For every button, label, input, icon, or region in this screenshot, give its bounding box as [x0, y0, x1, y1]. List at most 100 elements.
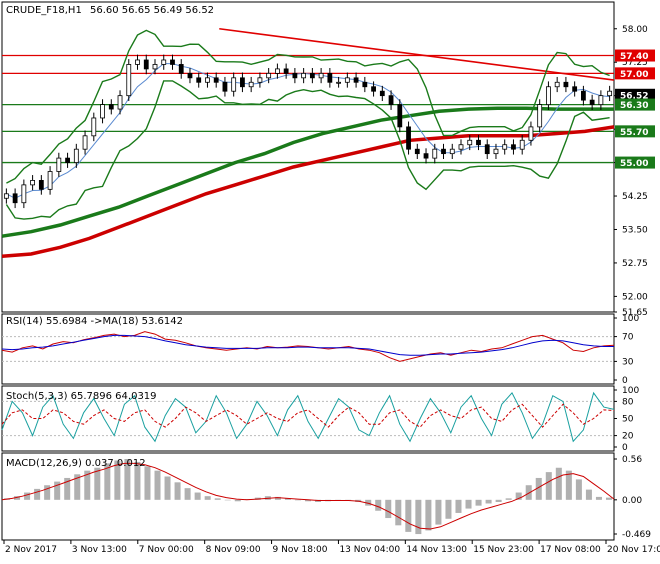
moving-average-line	[1, 106, 614, 238]
stoch-axis-label: 50	[622, 415, 634, 425]
candle-body	[91, 117, 97, 137]
macd-histogram-bar	[605, 497, 612, 500]
macd-histogram-bar	[545, 472, 552, 500]
candle-body	[336, 81, 342, 84]
candle-body	[143, 59, 149, 70]
rsi-axis-label: 70	[622, 333, 634, 343]
macd-histogram-bar	[194, 492, 201, 500]
macd-histogram-bar	[204, 496, 211, 500]
macd-histogram-bar	[154, 470, 161, 500]
macd-histogram-bar	[475, 499, 482, 506]
rsi-axis-label: 0	[622, 376, 628, 386]
macd-histogram-bar	[14, 496, 21, 500]
macd-histogram-bar	[525, 485, 532, 500]
price-title: CRUDE_F18,H1	[6, 5, 82, 16]
candle-body	[126, 64, 132, 97]
trendline	[219, 27, 615, 81]
price-tag	[615, 98, 655, 111]
macd-histogram-bar	[495, 499, 502, 503]
candle-body	[528, 126, 534, 141]
candle-body	[318, 72, 324, 79]
candle-body	[3, 193, 9, 199]
stochastic-title: Stoch(5,3,3) 65.7896 64.0319	[6, 391, 157, 402]
bollinger-middle-line	[6, 63, 610, 199]
candle-body	[196, 77, 202, 83]
time-axis-label: 3 Nov 13:00	[72, 545, 127, 555]
macd-histogram-bar	[585, 489, 592, 500]
time-axis-label: 8 Nov 09:00	[206, 545, 261, 555]
candle-body	[100, 104, 105, 119]
macd-signal-line	[1, 462, 615, 530]
macd-histogram-bar	[234, 499, 241, 502]
macd-axis-label: 0.00	[622, 496, 642, 506]
macd-histogram-bar	[184, 488, 191, 500]
price-axis-label: 54.25	[622, 192, 648, 202]
stoch-series-line	[1, 391, 615, 443]
candle-body	[581, 90, 586, 101]
candle-body	[449, 148, 455, 155]
price-tag-label: 57.40	[620, 52, 648, 62]
candle-body	[362, 81, 368, 88]
candle-body	[423, 153, 429, 159]
macd-histogram-bar	[134, 461, 141, 500]
macd-histogram-bar	[174, 482, 181, 500]
candle-body	[344, 77, 350, 83]
candle-body	[283, 68, 289, 74]
time-axis-label: 9 Nov 18:00	[273, 545, 328, 555]
macd-histogram-bar	[575, 479, 582, 500]
candle-body	[187, 72, 193, 79]
candle-body	[484, 144, 490, 155]
bollinger-lower-line	[5, 80, 610, 220]
macd-histogram-bar	[304, 499, 312, 502]
price-axis-label: 52.00	[622, 292, 648, 302]
time-axis-label: 2 Nov 2017	[5, 545, 57, 555]
price-tag-label: 56.30	[620, 101, 648, 111]
macd-histogram-bar	[84, 470, 91, 500]
price-axis-label: 53.50	[622, 225, 648, 235]
macd-histogram-bar	[54, 481, 61, 500]
macd-histogram-bar	[224, 499, 231, 501]
macd-histogram-bar	[164, 476, 171, 500]
candle-body	[476, 139, 481, 146]
macd-histogram-bar	[24, 492, 31, 500]
rsi-title: RSI(14) 55.6984 ->MA(18) 53.6142	[6, 316, 183, 327]
macd-histogram-bar	[284, 498, 291, 500]
candle-body	[292, 72, 298, 79]
candle-body	[56, 157, 62, 172]
macd-histogram-bar	[405, 499, 412, 532]
moving-average-line	[1, 125, 615, 258]
macd-histogram-bar	[415, 499, 422, 535]
candle-body	[240, 77, 245, 88]
candle-body	[537, 104, 543, 128]
macd-histogram-bar	[44, 485, 51, 500]
bollinger-upper-line	[6, 29, 610, 184]
macd-histogram-bar	[64, 477, 71, 500]
price-tag-label: 55.00	[620, 159, 648, 169]
candle-body	[117, 95, 123, 110]
candle-body	[73, 148, 79, 163]
candle-body	[406, 126, 411, 150]
macd-histogram-bar	[74, 474, 81, 500]
candle-body	[170, 59, 175, 65]
price-axis-label: 58.00	[622, 25, 648, 35]
macd-histogram-bar	[124, 459, 131, 500]
macd-histogram-bar	[425, 499, 432, 531]
candle-body	[274, 68, 280, 74]
macd-axis-label: 0.56	[622, 455, 642, 465]
candle-body	[467, 139, 473, 146]
macd-histogram-bar	[455, 499, 462, 513]
price-tag	[615, 156, 655, 169]
macd-histogram-bar	[595, 496, 602, 500]
price-axis-label: 51.65	[622, 308, 648, 318]
price-tag	[615, 67, 655, 80]
candle-body	[205, 77, 210, 83]
macd-histogram-bar	[395, 499, 402, 526]
candle-body	[511, 144, 516, 150]
price-axis-label: 57.25	[622, 58, 648, 68]
macd-histogram-bar	[144, 466, 151, 500]
time-axis-label: 20 Nov 17:00	[607, 545, 660, 555]
candle-body	[65, 157, 70, 163]
candle-body	[607, 90, 613, 97]
candle-body	[414, 148, 420, 155]
